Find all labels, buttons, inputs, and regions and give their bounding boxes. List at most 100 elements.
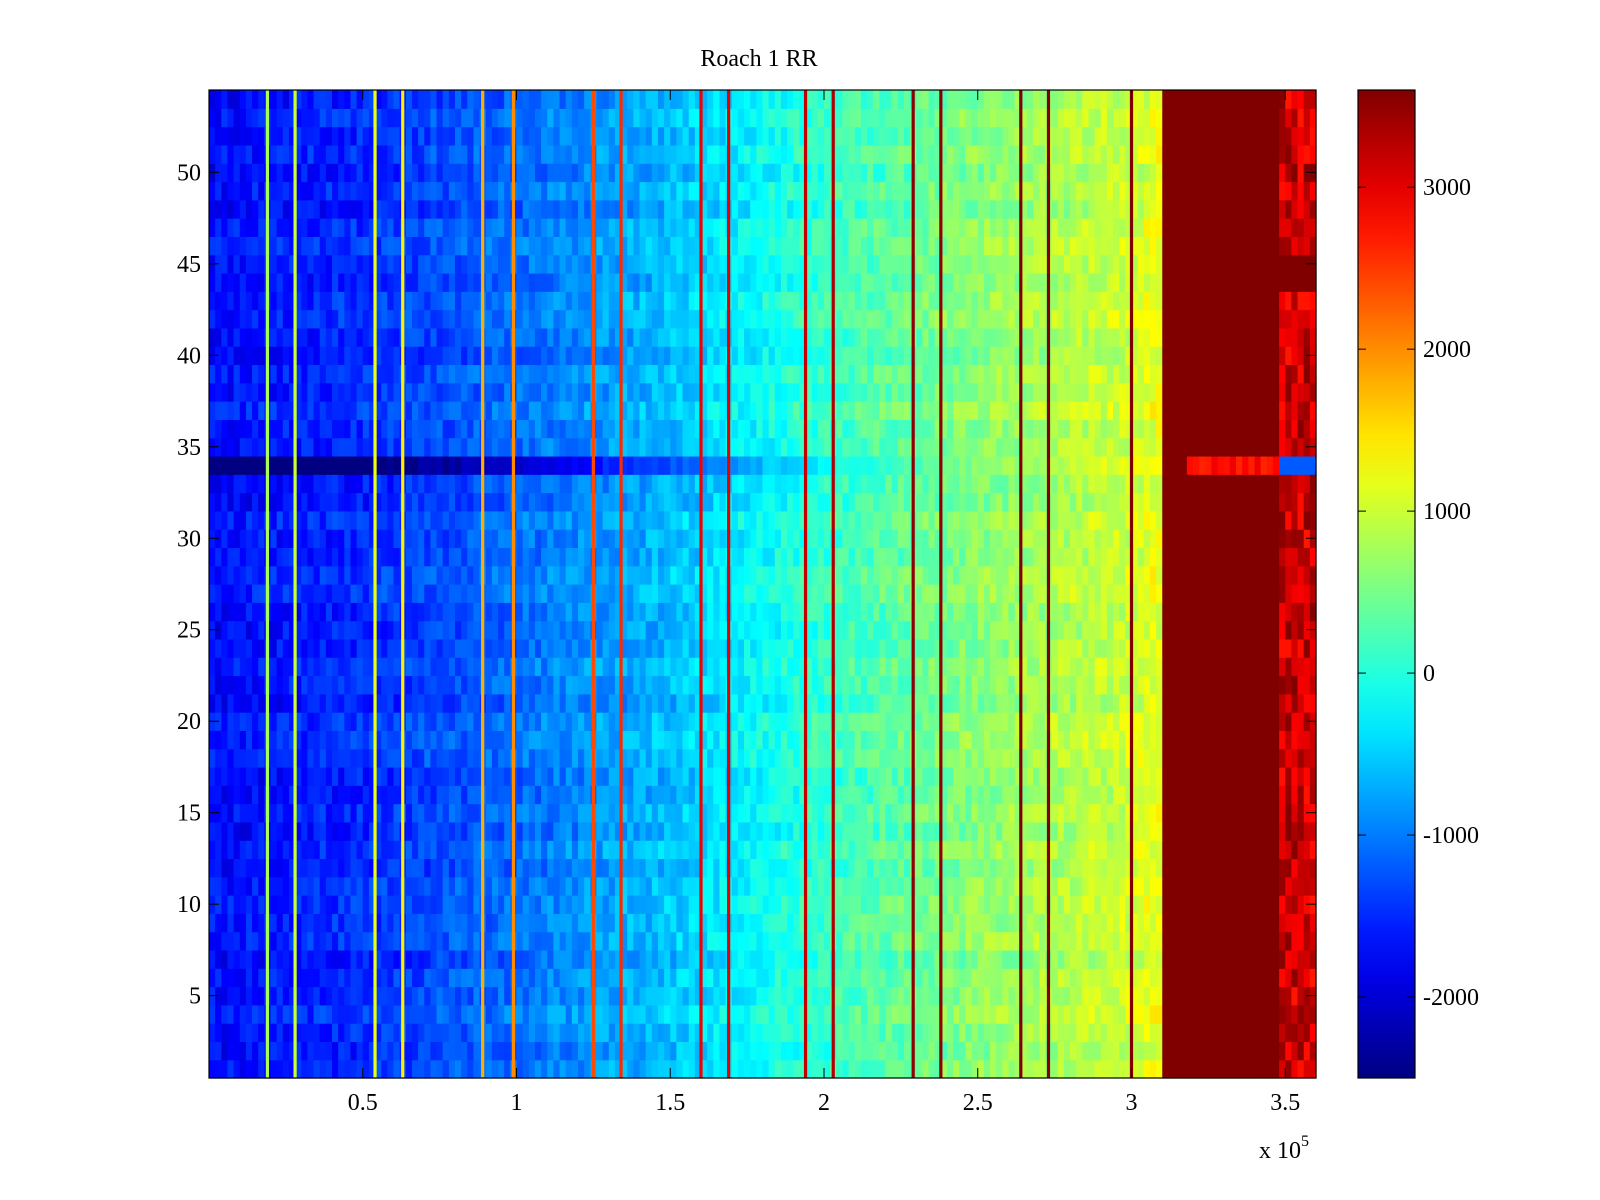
heatmap-cell: [1039, 1041, 1046, 1061]
heatmap-cell: [1229, 931, 1237, 951]
heatmap-cell: [430, 693, 438, 713]
heatmap-cell: [1008, 949, 1016, 969]
heatmap-cell: [1260, 803, 1268, 823]
heatmap-cell: [461, 1059, 468, 1079]
heatmap-cell: [221, 657, 229, 677]
heatmap-cell: [645, 602, 653, 622]
heatmap-cell: [602, 895, 610, 914]
heatmap-cell: [947, 821, 954, 841]
heatmap-cell: [516, 1059, 524, 1079]
heatmap-cell: [1254, 931, 1262, 951]
heatmap-cell: [442, 638, 450, 658]
heatmap-cell: [282, 748, 290, 768]
heatmap-cell: [996, 675, 1003, 695]
heatmap-cell: [713, 968, 721, 988]
heatmap-cell: [411, 657, 419, 677]
heatmap-cell: [522, 584, 530, 603]
heatmap-cell: [282, 803, 290, 823]
heatmap-cell: [1026, 949, 1034, 969]
heatmap-cell: [977, 748, 985, 768]
heatmap-cell: [731, 895, 739, 914]
heatmap-cell: [836, 602, 844, 622]
heatmap-cell: [473, 766, 481, 786]
heatmap-cell: [239, 602, 247, 622]
heatmap-cell: [608, 876, 616, 896]
heatmap-cell: [1033, 931, 1040, 951]
heatmap-cell: [362, 876, 370, 896]
heatmap-cell: [817, 620, 825, 640]
heatmap-cell: [1303, 730, 1311, 750]
heatmap-cell: [498, 638, 505, 658]
heatmap-cell: [793, 1004, 800, 1024]
heatmap-cell: [780, 986, 788, 1006]
heatmap-cell: [922, 840, 930, 860]
heatmap-cell: [848, 876, 856, 896]
heatmap-cell: [602, 712, 610, 731]
heatmap-cell: [842, 602, 850, 622]
heatmap-cell: [418, 785, 425, 805]
heatmap-cell: [485, 821, 493, 841]
heatmap-cell: [516, 895, 524, 914]
heatmap-cell: [1168, 638, 1176, 658]
heatmap-cell: [276, 1004, 284, 1024]
heatmap-cell: [737, 1041, 745, 1061]
heatmap-cell: [522, 712, 530, 731]
heatmap-cell: [842, 675, 850, 695]
heatmap-cell: [276, 766, 284, 786]
heatmap-cell: [713, 657, 721, 677]
heatmap-cell: [227, 949, 235, 969]
heatmap-cell: [1014, 1041, 1022, 1061]
heatmap-cell: [1211, 803, 1219, 823]
heatmap-cell: [528, 675, 536, 695]
heatmap-cell: [836, 949, 844, 969]
heatmap-cell: [578, 785, 585, 805]
heatmap-cell: [688, 858, 696, 878]
heatmap-cell: [455, 821, 462, 841]
heatmap-cell: [1131, 821, 1139, 841]
heatmap-cell: [799, 913, 807, 933]
heatmap-cell: [842, 712, 850, 731]
heatmap-cell: [934, 1004, 942, 1024]
heatmap-cell: [295, 858, 302, 878]
heatmap-cell: [811, 638, 819, 658]
heatmap-cell: [817, 895, 825, 914]
heatmap-cell: [1279, 803, 1286, 823]
heatmap-cell: [774, 803, 782, 823]
heatmap-cell: [1039, 949, 1046, 969]
heatmap-cell: [1137, 876, 1145, 896]
heatmap-cell: [1063, 675, 1071, 695]
heatmap-cell: [485, 693, 493, 713]
heatmap-cell: [897, 968, 905, 988]
heatmap-cell: [1039, 693, 1046, 713]
heatmap-cell: [541, 693, 548, 713]
heatmap-cell: [1242, 949, 1249, 969]
heatmap-cell: [996, 1023, 1003, 1043]
heatmap-cell: [903, 675, 911, 695]
heatmap-cell: [639, 895, 647, 914]
heatmap-cell: [805, 803, 813, 823]
heatmap-cell: [824, 949, 831, 969]
heatmap-cell: [252, 584, 259, 603]
heatmap-cell: [381, 913, 388, 933]
heatmap-cell: [461, 986, 468, 1006]
heatmap-cell: [1070, 1004, 1077, 1024]
heatmap-cell: [885, 748, 893, 768]
heatmap-cell: [780, 675, 788, 695]
heatmap-cell: [1186, 748, 1194, 768]
heatmap-cell: [824, 657, 831, 677]
heatmap-cell: [1149, 931, 1157, 951]
heatmap-cell: [891, 858, 899, 878]
heatmap-cell: [1014, 913, 1022, 933]
heatmap-cell: [1094, 821, 1102, 841]
heatmap-cell: [1014, 1059, 1022, 1079]
heatmap-cell: [1205, 895, 1213, 914]
heatmap-cell: [1125, 730, 1133, 750]
heatmap-cell: [473, 876, 481, 896]
heatmap-cell: [953, 620, 960, 640]
heatmap-cell: [393, 657, 401, 677]
heatmap-cell: [971, 766, 979, 786]
heatmap-cell: [903, 785, 911, 805]
heatmap-cell: [368, 620, 376, 640]
heatmap-cell: [411, 986, 419, 1006]
heatmap-cell: [694, 986, 702, 1006]
